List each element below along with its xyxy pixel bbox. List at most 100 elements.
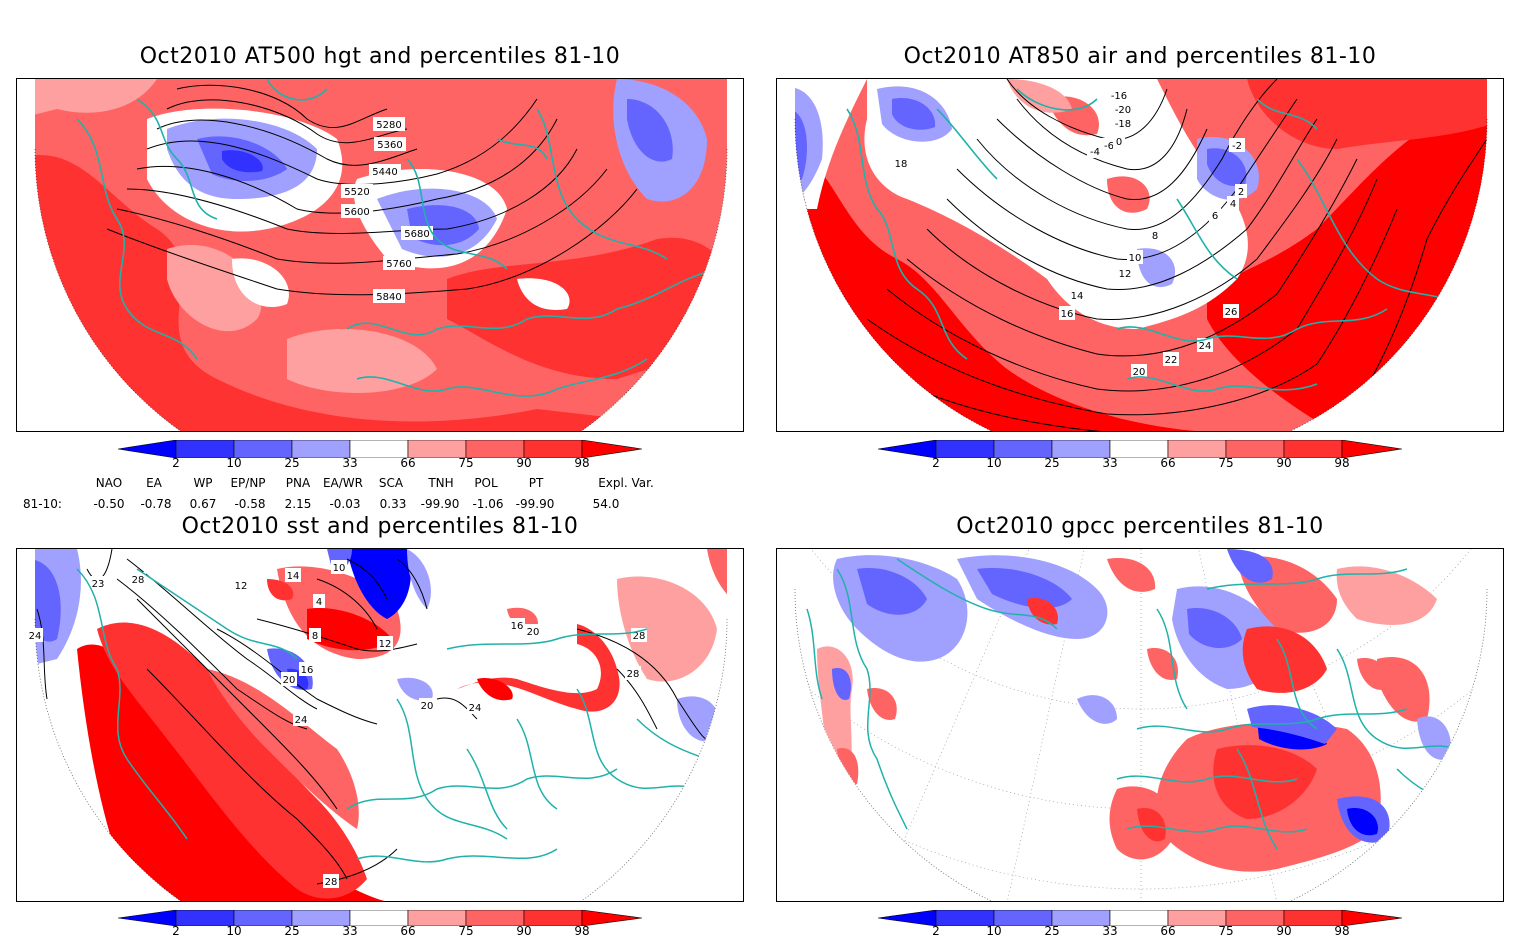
colorbar-label: 98 (574, 456, 590, 470)
swatch-75-90 (465, 909, 525, 927)
colorbar-label: 25 (284, 456, 300, 470)
contour-label: 5760 (386, 259, 411, 270)
colorbar-label: 10 (986, 924, 1002, 938)
colorbar-label: 2 (932, 456, 940, 470)
colorbar-label: 2 (172, 924, 180, 938)
contour-label: 23 (92, 579, 105, 590)
swatch-25-33 (291, 909, 351, 927)
swatch-90-98 (1283, 439, 1343, 459)
contour-label: 18 (895, 159, 908, 170)
anomaly-field-hgt500 (35, 79, 727, 431)
colorbar-swatches (877, 909, 1403, 927)
contour-label: -4 (1090, 147, 1100, 158)
swatch-75-90 (465, 439, 525, 459)
index-header: EP/NP (230, 476, 266, 490)
contour-label: 10 (333, 563, 346, 574)
swatch-above98 (1341, 439, 1403, 459)
contour-label: 5840 (376, 292, 401, 303)
contour-label: 16 (1061, 309, 1074, 320)
height-contour-labels: 5280 5360 5440 5520 5600 5680 5760 5840 (341, 117, 433, 303)
teleconnection-index-table: NAO EA WP EP/NP PNA EA/WR SCA TNH POL PT… (0, 476, 760, 516)
index-header: Expl. Var. (598, 476, 654, 490)
swatch-10-25 (233, 439, 293, 459)
contour-label: 0 (1116, 137, 1122, 148)
index-value: 0.67 (189, 497, 217, 511)
swatch-below2 (117, 909, 177, 927)
panel-title-air850: Oct2010 AT850 air and percentiles 81-10 (903, 44, 1377, 69)
colorbar-label: 75 (458, 456, 474, 470)
index-header: TNH (428, 476, 454, 490)
contour-label: 8 (312, 631, 318, 642)
contour-label: 24 (29, 631, 42, 642)
colorbar-label: 98 (1334, 456, 1350, 470)
colorbar-label: 75 (1218, 924, 1234, 938)
contour-label: 28 (633, 631, 646, 642)
index-value: 0.33 (379, 497, 407, 511)
contour-label: 16 (301, 665, 314, 676)
index-value: -0.58 (234, 497, 266, 511)
index-value: -1.06 (472, 497, 504, 511)
colorbar-label: 2 (932, 924, 940, 938)
map-hgt500: 5280 5360 5440 5520 5600 5680 5760 5840 (16, 78, 744, 432)
panel-title-gpcc: Oct2010 gpcc percentiles 81-10 (956, 514, 1324, 539)
swatch-75-90 (1225, 439, 1285, 459)
colorbar-label: 2 (172, 456, 180, 470)
map-gpcc (776, 548, 1504, 902)
colorbar-label: 90 (516, 456, 532, 470)
colorbar-label: 33 (342, 924, 358, 938)
swatch-25-33 (291, 439, 351, 459)
colorbar-label: 10 (986, 456, 1002, 470)
index-header: WP (193, 476, 213, 490)
swatch-above98 (1341, 909, 1403, 927)
swatch-above98 (581, 439, 643, 459)
index-header: EA (146, 476, 162, 490)
swatch-neutral (349, 909, 409, 927)
swatch-neutral (1109, 909, 1169, 927)
contour-label: 24 (295, 715, 308, 726)
colorbar-top-left: 2 10 25 33 66 75 90 98 (117, 439, 643, 474)
index-value: -0.50 (93, 497, 125, 511)
contour-label: -2 (1232, 141, 1242, 152)
swatch-66-75 (407, 909, 467, 927)
coastlines (76, 79, 718, 397)
contour-label: 20 (1133, 367, 1146, 378)
colorbar-label: 90 (1276, 924, 1292, 938)
swatch-above98 (581, 909, 643, 927)
contour-label: 14 (287, 571, 300, 582)
anomaly-field-sst (35, 549, 727, 901)
coastlines (806, 558, 1468, 850)
colorbar-bottom-right: 2 10 25 33 66 75 90 98 (877, 909, 1403, 940)
colorbar-label: 25 (1044, 924, 1060, 938)
swatch-2-10 (935, 909, 995, 927)
map-sst: 24 23 28 12 14 10 4 8 12 16 20 24 20 24 … (16, 548, 744, 902)
swatch-neutral (1109, 439, 1169, 459)
colorbar-label: 25 (1044, 456, 1060, 470)
contour-label: -6 (1104, 141, 1114, 152)
colorbar-label: 33 (342, 456, 358, 470)
swatch-neutral (349, 439, 409, 459)
contour-label: 8 (1152, 231, 1158, 242)
colorbar-label: 66 (1160, 456, 1176, 470)
colorbar-label: 75 (458, 924, 474, 938)
index-header: NAO (95, 476, 123, 490)
precip-anomaly-field (817, 549, 1451, 872)
colorbar-label: 98 (574, 924, 590, 938)
contour-label: 12 (235, 581, 248, 592)
swatch-below2 (877, 909, 937, 927)
contour-label: 20 (527, 627, 540, 638)
contour-label: 22 (1165, 355, 1178, 366)
swatch-10-25 (993, 439, 1053, 459)
swatch-90-98 (523, 439, 583, 459)
swatch-90-98 (523, 909, 583, 927)
contour-label: 28 (132, 575, 145, 586)
colorbar-label: 33 (1102, 924, 1118, 938)
contour-label: -20 (1115, 105, 1131, 116)
contour-label: 4 (1230, 199, 1236, 210)
contour-label: 6 (1212, 211, 1218, 222)
swatch-75-90 (1225, 909, 1285, 927)
contour-label: 16 (511, 621, 524, 632)
index-value: -0.03 (329, 497, 361, 511)
colorbar-swatches (877, 439, 1403, 459)
contour-label: 5520 (344, 187, 369, 198)
swatch-66-75 (1167, 909, 1227, 927)
